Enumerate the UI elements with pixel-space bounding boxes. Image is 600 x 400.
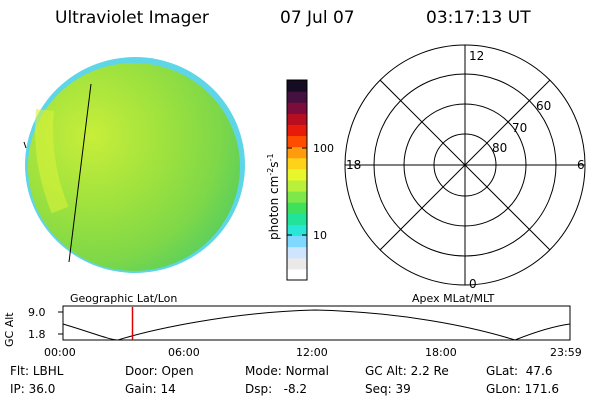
app-title: Ultraviolet Imager — [55, 8, 209, 28]
colorbar-cell — [287, 102, 307, 114]
flt-info: Flt: LBHL — [10, 364, 64, 378]
altitude-curve — [62, 309, 571, 341]
apex-label: Apex MLat/MLT — [412, 292, 495, 305]
mlt-label-12: 12 — [469, 49, 484, 63]
colorbar-cell — [287, 124, 307, 137]
colorbar-cell — [287, 113, 307, 125]
colorbar-frame — [286, 79, 308, 281]
mode-info: Mode: Normal — [245, 364, 329, 378]
seq-info: Seq: 39 — [365, 382, 411, 396]
glat-value: 47.6 — [525, 364, 553, 378]
glat-info: GLat: 47.6 — [486, 364, 553, 378]
colorbar-cell — [287, 213, 307, 225]
colorbar-cell — [287, 146, 307, 159]
mode-value: Normal — [285, 364, 329, 378]
timeline-frame — [62, 305, 571, 341]
gain-value: 14 — [160, 382, 176, 396]
colorbar-cell — [287, 91, 307, 103]
colorbar-unit-label: photon cm-2s-1 — [266, 153, 281, 240]
image-date: 07 Jul 07 — [280, 8, 355, 28]
colorbar-cell — [287, 135, 307, 148]
colorbar-cell — [287, 80, 307, 92]
mlat-label-80: 80 — [492, 141, 507, 155]
mlt-label-6: 6 — [577, 158, 585, 172]
image-time: 03:17:13 UT — [426, 8, 531, 28]
gcalt-info: GC Alt: 2.2 Re — [365, 364, 449, 378]
y-label-top: 9.0 — [28, 306, 46, 319]
geographic-label: Geographic Lat/Lon — [70, 292, 178, 305]
ip-value: 36.0 — [28, 382, 56, 396]
colorbar-cell — [287, 235, 307, 248]
colorbar-cell — [287, 246, 307, 259]
flt-value: LBHL — [32, 364, 64, 378]
glon-info: GLon: 171.6 — [486, 382, 559, 396]
x-tick-2359: 23:59 — [550, 346, 582, 359]
colorbar-label-100: 100 — [313, 142, 334, 155]
x-tick-1200: 12:00 — [296, 346, 328, 359]
x-tick-0600: 06:00 — [168, 346, 200, 359]
colorbar-cell — [287, 191, 307, 203]
ip-info: IP: 36.0 — [10, 382, 56, 396]
mlat-label-60: 60 — [536, 99, 551, 113]
door-value: Open — [161, 364, 194, 378]
x-tick-1800: 18:00 — [425, 346, 457, 359]
mlat-label-70: 70 — [512, 121, 527, 135]
colorbar-cell — [287, 268, 307, 281]
x-tick-0000: 00:00 — [44, 346, 76, 359]
mlt-label-0: 0 — [469, 277, 477, 291]
dsp-info: Dsp: -8.2 — [245, 382, 308, 396]
colorbar-cell — [287, 257, 307, 270]
colorbar-label-10: 10 — [313, 229, 327, 242]
tick-mark — [23, 141, 27, 149]
colorbar-cell — [287, 224, 307, 237]
gcalt-value: 2.2 Re — [410, 364, 449, 378]
colorbar-cell — [287, 202, 307, 214]
door-info: Door: Open — [125, 364, 194, 378]
gain-info: Gain: 14 — [125, 382, 176, 396]
dayglow-region — [35, 109, 69, 214]
colorbar-cell — [287, 157, 307, 170]
colorbar-cell — [287, 168, 307, 181]
y-label-bottom: 1.8 — [28, 328, 46, 341]
glon-value: 171.6 — [524, 382, 559, 396]
mlt-label-18: 18 — [346, 158, 361, 172]
disk-fill — [28, 63, 240, 271]
polar-diagonal-2 — [379, 79, 551, 251]
terminator-line — [68, 83, 92, 263]
colorbar-cell — [287, 180, 307, 192]
seq-value: 39 — [395, 382, 411, 396]
dsp-value: -8.2 — [283, 382, 308, 396]
